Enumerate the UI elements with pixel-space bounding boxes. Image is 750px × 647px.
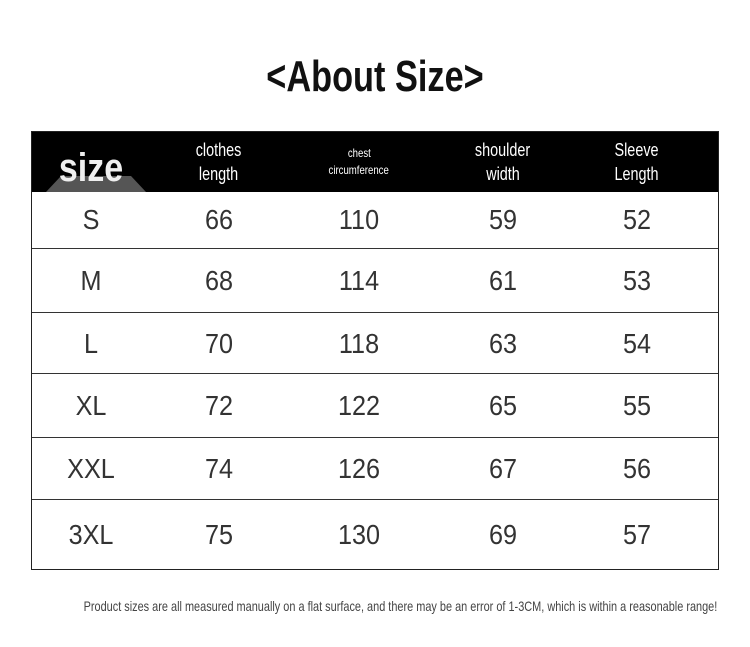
- cell-size: S: [82, 204, 100, 235]
- cell-chest: 126: [337, 453, 381, 484]
- header-clothes-length: clothes length: [169, 132, 269, 192]
- cell-sleeve: 55: [622, 390, 652, 421]
- header-sleeve-length: Sleeve Length: [587, 132, 687, 192]
- header-text: clothes: [196, 140, 242, 160]
- cell-size: XXL: [67, 453, 115, 484]
- cell-sleeve: 56: [622, 453, 652, 484]
- table-row: M 68 114 61 53: [32, 248, 718, 313]
- cell-chest: 114: [338, 265, 380, 296]
- table-row: S 66 110 59 52: [32, 192, 718, 248]
- cell-chest: 122: [337, 390, 381, 421]
- header-text: Sleeve: [614, 140, 660, 160]
- cell-shoulder: 61: [488, 265, 518, 296]
- table-row: L 70 118 63 54: [32, 312, 718, 374]
- cell-shoulder: 67: [488, 453, 518, 484]
- header-text: circumference: [328, 163, 390, 177]
- table-row: 3XL 75 130 69 57: [32, 499, 718, 570]
- cell-sleeve: 54: [622, 327, 652, 359]
- cell-shoulder: 59: [488, 204, 518, 235]
- cell-shoulder: 69: [488, 519, 518, 550]
- cell-clothes-length: 74: [204, 453, 234, 484]
- header-text: chest: [347, 146, 371, 160]
- cell-size: M: [80, 265, 102, 296]
- cell-size: 3XL: [68, 519, 114, 550]
- header-text: length: [199, 164, 239, 184]
- header-text: Length: [614, 164, 660, 184]
- cell-clothes-length: 68: [204, 265, 234, 296]
- size-table: size clothes length chest circumference …: [31, 131, 719, 570]
- cell-clothes-length: 72: [204, 390, 234, 421]
- cell-chest: 110: [338, 204, 380, 235]
- table-header: size clothes length chest circumference …: [32, 132, 718, 192]
- cell-clothes-length: 66: [204, 204, 234, 235]
- header-size: size: [58, 146, 124, 190]
- header-shoulder-width: shoulder width: [453, 132, 553, 192]
- size-label-backdrop: [46, 176, 146, 192]
- cell-size: XL: [75, 390, 107, 421]
- header-chest-circumference: chest circumference: [299, 132, 419, 192]
- cell-clothes-length: 75: [204, 519, 234, 550]
- cell-shoulder: 65: [488, 390, 518, 421]
- table-row: XXL 74 126 67 56: [32, 437, 718, 500]
- measurement-note: Product sizes are all measured manually …: [83, 598, 718, 614]
- header-text: width: [486, 164, 520, 184]
- table-row: XL 72 122 65 55: [32, 373, 718, 438]
- cell-chest: 130: [337, 519, 381, 550]
- cell-chest: 118: [338, 327, 380, 359]
- cell-clothes-length: 70: [204, 327, 234, 359]
- cell-size: L: [83, 327, 99, 359]
- header-text: shoulder: [475, 140, 531, 160]
- cell-sleeve: 57: [622, 519, 652, 550]
- cell-shoulder: 63: [488, 327, 518, 359]
- cell-sleeve: 53: [622, 265, 652, 296]
- page-title: <About Size>: [266, 52, 484, 101]
- cell-sleeve: 52: [622, 204, 652, 235]
